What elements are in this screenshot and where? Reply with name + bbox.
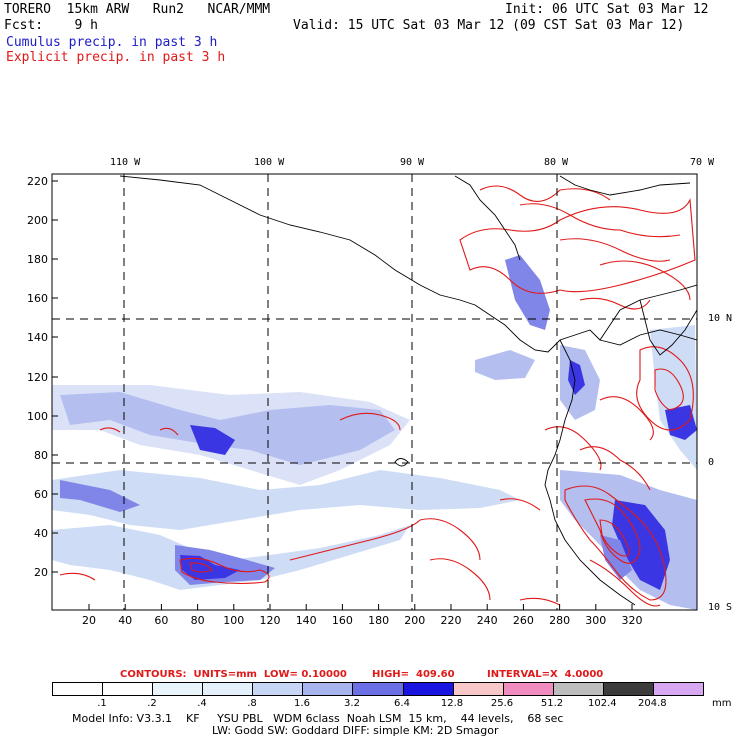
bottom-tick-label: 260	[512, 614, 534, 627]
bottom-tick-label: 280	[549, 614, 571, 627]
left-tick-label: 180	[27, 253, 48, 266]
lon-label: 90 W	[400, 157, 425, 168]
colorbar-label: 12.8	[440, 698, 464, 709]
bottom-tick-label: 220	[440, 614, 462, 627]
lon-label: 110 W	[110, 157, 141, 168]
left-tick-label: 40	[34, 527, 48, 540]
lat-label: 10 N	[708, 313, 733, 324]
colorbar-swatch	[302, 683, 353, 695]
cumulus-precip-areas	[52, 255, 697, 610]
colorbar-swatch	[152, 683, 203, 695]
colorbar	[52, 682, 704, 696]
colorbar-label: 1.6	[294, 698, 310, 709]
cumulus-legend: Cumulus precip. in past 3 h	[6, 35, 218, 50]
lon-label: 80 W	[544, 157, 569, 168]
colorbar-label: 6.4	[394, 698, 410, 709]
lon-label: 70 W	[690, 157, 715, 168]
bottom-tick-label: 120	[259, 614, 281, 627]
bottom-tick-label: 200	[404, 614, 426, 627]
colorbar-swatch	[252, 683, 303, 695]
bottom-tick-label: 140	[295, 614, 317, 627]
lat-lon-grid	[52, 174, 697, 610]
colorbar-swatch	[652, 683, 704, 695]
colorbar-unit: mm	[712, 698, 732, 709]
colorbar-swatch	[502, 683, 553, 695]
contour-info-high: HIGH= 409.60	[372, 669, 455, 680]
left-tick-label: 200	[27, 214, 48, 227]
bottom-tick-label: 180	[368, 614, 390, 627]
left-tick-label: 80	[34, 449, 48, 462]
colorbar-label: 204.8	[638, 698, 667, 709]
left-tick-label: 220	[27, 175, 48, 188]
colorbar-swatch	[352, 683, 403, 695]
lat-label: 0	[708, 457, 715, 468]
colorbar-label: .4	[197, 698, 207, 709]
init-time: Init: 06 UTC Sat 03 Mar 12	[505, 2, 709, 17]
bottom-tick-label: 160	[331, 614, 353, 627]
colorbar-swatch	[452, 683, 503, 695]
bottom-tick-label: 240	[476, 614, 498, 627]
colorbar-swatch	[53, 683, 103, 695]
bottom-tick-label: 320	[621, 614, 643, 627]
colorbar-swatch	[402, 683, 453, 695]
left-tick-label: 120	[27, 371, 48, 384]
left-tick-label: 160	[27, 292, 48, 305]
bottom-tick-label: 300	[585, 614, 607, 627]
valid-time: Valid: 15 UTC Sat 03 Mar 12 (09 CST Sat …	[293, 18, 685, 33]
colorbar-label: 25.6	[490, 698, 514, 709]
colorbar-label: 3.2	[344, 698, 360, 709]
map-frame	[51, 173, 698, 611]
lat-label: 10 S	[708, 602, 733, 613]
model-physics: LW: Godd SW: Goddard DIFF: simple KM: 2D…	[212, 724, 499, 737]
colorbar-swatch	[552, 683, 603, 695]
colorbar-swatch	[602, 683, 653, 695]
left-tick-label: 60	[34, 488, 48, 501]
colorbar-label: 51.2	[540, 698, 564, 709]
bottom-tick-label: 60	[154, 614, 169, 627]
bottom-tick-label: 100	[223, 614, 245, 627]
colorbar-label: 102.4	[588, 698, 617, 709]
model-title: TORERO 15km ARW Run2 NCAR/MMM	[4, 2, 271, 17]
axis-ticks	[52, 180, 633, 610]
left-tick-label: 100	[27, 410, 48, 423]
lon-label: 100 W	[254, 157, 285, 168]
colorbar-label: .8	[247, 698, 257, 709]
explicit-legend: Explicit precip. in past 3 h	[6, 50, 226, 65]
contour-info-units: CONTOURS: UNITS=mm LOW= 0.10000	[120, 669, 347, 680]
model-info: Model Info: V3.3.1 KF YSU PBL WDM 6class…	[72, 712, 564, 725]
left-tick-label: 140	[27, 331, 48, 344]
bottom-tick-label: 20	[82, 614, 96, 627]
coastlines	[119, 175, 697, 606]
colorbar-label: .1	[97, 698, 107, 709]
colorbar-swatch	[202, 683, 253, 695]
colorbar-label: .2	[147, 698, 157, 709]
left-tick-label: 20	[34, 566, 48, 579]
contour-info-interval: INTERVAL=X 4.0000	[487, 669, 604, 680]
forecast-hour: Fcst: 9 h	[4, 18, 98, 33]
explicit-precip-contours	[59, 185, 696, 607]
colorbar-swatch	[102, 683, 153, 695]
bottom-tick-label: 40	[118, 614, 133, 627]
bottom-tick-label: 80	[190, 614, 205, 627]
